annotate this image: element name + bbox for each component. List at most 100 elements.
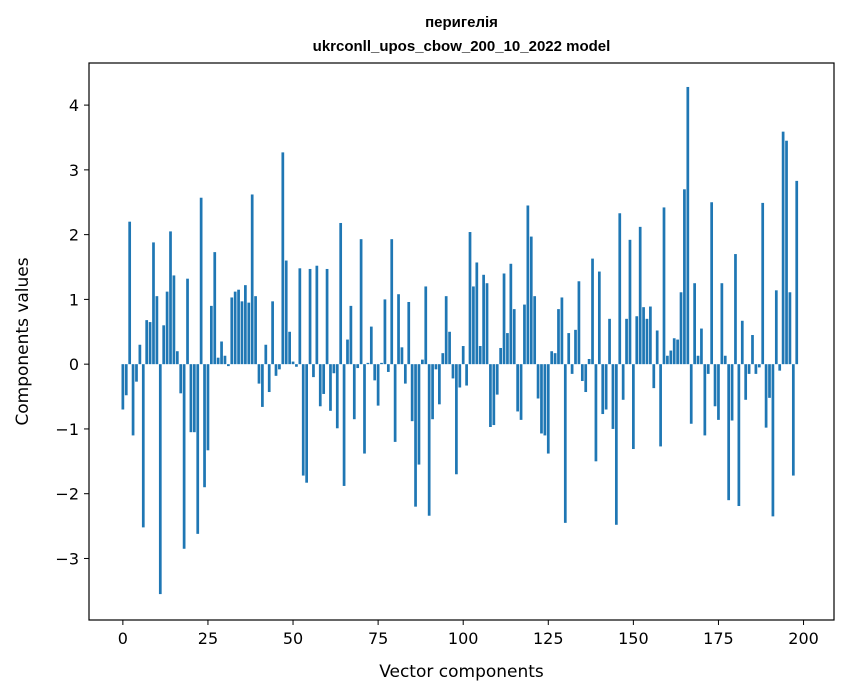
bar	[458, 364, 462, 388]
bar	[655, 330, 659, 365]
bar	[448, 331, 451, 365]
bar	[325, 268, 329, 365]
bar	[577, 281, 581, 365]
bar	[274, 364, 278, 376]
bar	[373, 364, 377, 381]
bar	[546, 364, 550, 454]
bar	[526, 205, 530, 365]
bar	[740, 320, 744, 365]
bar	[543, 364, 547, 436]
bar	[261, 364, 264, 407]
bar	[356, 364, 360, 369]
bar	[172, 275, 176, 365]
bar	[703, 364, 707, 436]
bar	[179, 364, 183, 394]
bar	[485, 283, 489, 365]
bar	[557, 309, 560, 365]
bar	[523, 304, 526, 365]
bar	[369, 326, 373, 365]
chart-title-line1: перигелія	[425, 14, 498, 31]
bar	[424, 286, 428, 365]
bar	[570, 364, 574, 374]
bar	[706, 364, 710, 374]
bar	[209, 305, 213, 365]
bar	[560, 297, 564, 365]
bar	[257, 364, 261, 384]
bar	[223, 355, 227, 365]
x-axis-label: Vector components	[379, 662, 544, 682]
bar	[247, 302, 251, 365]
bar	[417, 364, 421, 465]
bar	[778, 364, 782, 371]
bar	[352, 364, 356, 420]
bar	[764, 364, 768, 428]
bar	[768, 364, 771, 398]
bar	[672, 338, 676, 365]
bar	[220, 341, 223, 365]
bar	[284, 260, 288, 365]
bar	[145, 320, 149, 365]
bar	[737, 364, 741, 507]
bar	[499, 347, 502, 365]
bar	[455, 364, 458, 475]
bar	[717, 364, 720, 420]
bar	[659, 364, 662, 447]
bar	[478, 346, 482, 365]
bar	[196, 364, 200, 534]
plot-frame	[88, 62, 835, 621]
bar	[332, 364, 336, 374]
bar	[635, 316, 639, 365]
bar	[608, 318, 611, 365]
bar	[363, 364, 366, 454]
bar	[148, 322, 152, 365]
x-tick-label: 75	[368, 629, 388, 648]
bar	[761, 202, 765, 365]
bar	[346, 339, 349, 365]
bar	[366, 362, 370, 365]
bar	[175, 351, 179, 365]
bar	[264, 344, 268, 365]
bar	[192, 364, 196, 433]
bar	[696, 355, 700, 365]
bar	[383, 299, 387, 365]
bar	[281, 152, 285, 365]
bar	[533, 296, 537, 365]
bar	[165, 291, 169, 365]
bar	[791, 364, 795, 476]
bar	[754, 364, 758, 374]
bar	[349, 305, 353, 365]
bar	[771, 364, 775, 517]
bar	[536, 364, 540, 399]
bar	[318, 364, 322, 407]
bar	[124, 364, 128, 396]
y-tick-label: 4	[69, 96, 79, 115]
bars-group	[121, 86, 799, 595]
bar	[621, 364, 625, 400]
bar	[444, 296, 448, 365]
bar	[335, 364, 339, 429]
bar	[710, 202, 714, 365]
bar	[720, 283, 724, 365]
bar	[540, 364, 543, 434]
bar	[421, 359, 424, 365]
bar	[386, 364, 390, 372]
bar	[632, 364, 635, 450]
y-axis-ticks: −3 −2 −1 0 1 2 3 4	[55, 96, 89, 568]
bar	[611, 364, 615, 429]
bar	[676, 339, 679, 365]
bar	[662, 207, 666, 365]
bar	[410, 364, 414, 422]
bar	[438, 364, 441, 405]
bar	[230, 297, 234, 365]
bar	[233, 291, 237, 365]
bar	[679, 292, 683, 365]
bar	[322, 364, 326, 394]
bar	[587, 358, 591, 365]
x-tick-label: 200	[788, 629, 819, 648]
bar	[461, 346, 465, 365]
bar	[594, 364, 598, 462]
bar	[162, 325, 166, 365]
bar	[618, 213, 622, 365]
bar	[237, 289, 240, 365]
bar	[441, 353, 445, 365]
